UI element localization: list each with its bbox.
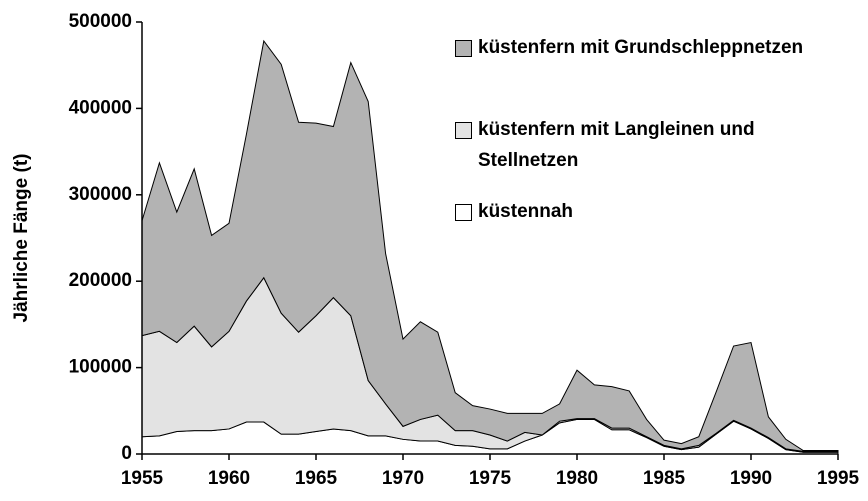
y-tick-label: 0: [121, 443, 132, 464]
x-tick-label: 1995: [817, 468, 860, 489]
legend-label: küstenfern mit Langleinen und Stellnetze…: [478, 119, 755, 171]
y-tick-label: 300000: [69, 184, 132, 205]
legend-swatch: [455, 122, 472, 139]
area: [141, 39, 839, 452]
x-tick-label: 1955: [121, 468, 164, 489]
legend-swatch: [455, 204, 472, 221]
legend-label: küstennah: [478, 201, 574, 222]
legend-label: küstenfern mit Grundschleppnetzen: [478, 37, 804, 58]
legend-item: küstenfern mit Grundschleppnetzen: [455, 32, 833, 63]
y-tick-label: 200000: [69, 270, 132, 291]
x-tick-label: 1970: [382, 468, 424, 489]
legend-item: küstennah: [455, 196, 833, 227]
y-tick-label: 500000: [69, 11, 132, 32]
x-tick-label: 1975: [469, 468, 512, 489]
y-axis-title: Jährliche Fänge (t): [11, 154, 32, 323]
x-tick-label: 1985: [643, 468, 686, 489]
x-tick-label: 1990: [730, 468, 772, 489]
x-tick-label: 1980: [556, 468, 598, 489]
legend-item: küstenfern mit Langleinen und Stellnetze…: [455, 114, 833, 176]
legend-swatch: [455, 40, 472, 57]
y-tick-label: 100000: [69, 357, 132, 378]
x-tick-label: 1965: [295, 468, 338, 489]
y-tick-label: 400000: [69, 97, 132, 118]
x-tick-label: 1960: [208, 468, 250, 489]
